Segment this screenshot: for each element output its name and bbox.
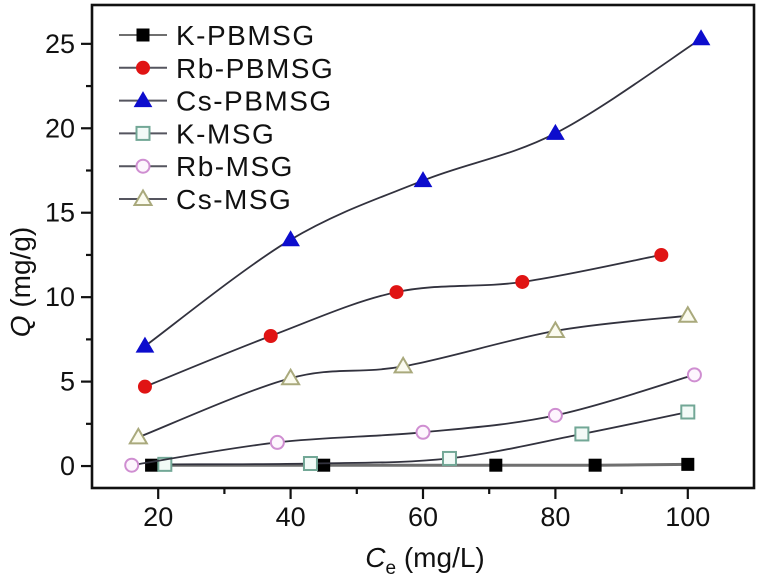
square-marker — [317, 458, 331, 472]
circle-marker — [686, 367, 702, 383]
legend-item-k-msg: K-MSG — [119, 118, 275, 149]
series-k-msg — [157, 404, 696, 472]
square-marker — [489, 458, 503, 472]
y-axis-title: Q (mg/g) — [5, 227, 36, 337]
series-line — [151, 462, 688, 467]
x-tick-label: 80 — [540, 502, 570, 532]
axis-ticks — [81, 42, 689, 499]
y-tick-label: 15 — [45, 198, 75, 228]
y-tick-label: 5 — [60, 367, 75, 397]
legend-label: K-MSG — [176, 118, 275, 149]
legend-item-cs-msg: Cs-MSG — [119, 184, 292, 215]
legend-label: Rb-PBMSG — [176, 53, 334, 84]
square-marker — [588, 458, 602, 472]
triangle-marker — [546, 123, 565, 140]
legend-label: Cs-MSG — [176, 184, 292, 215]
circle-marker — [124, 457, 140, 473]
legend-item-cs-pbmsg: Cs-PBMSG — [119, 86, 333, 117]
triangle-marker — [280, 367, 301, 386]
triangle-marker — [677, 305, 699, 323]
square-marker-legend — [136, 28, 150, 42]
square-marker — [157, 456, 173, 472]
x-tick-label: 20 — [143, 502, 173, 532]
x-tick-label: 40 — [276, 502, 306, 532]
series-line — [131, 373, 695, 467]
triangle-marker — [128, 426, 149, 445]
x-tick-label: 60 — [408, 502, 438, 532]
square-marker — [681, 457, 695, 471]
legend-label: Rb-MSG — [176, 151, 294, 182]
triangle-marker — [545, 320, 566, 338]
circle-marker — [137, 379, 152, 394]
square-marker — [574, 426, 590, 442]
circle-marker-legend — [135, 158, 151, 174]
y-tick-label: 20 — [45, 113, 75, 143]
square-marker — [680, 404, 696, 420]
legend-item-rb-pbmsg: Rb-PBMSG — [119, 53, 334, 84]
legend-label: Cs-PBMSG — [176, 86, 333, 117]
square-marker — [441, 450, 457, 466]
circle-marker — [389, 285, 404, 300]
series-cs-pbmsg — [135, 29, 711, 353]
legend-label: K-PBMSG — [176, 20, 316, 51]
triangle-marker-legend — [133, 91, 153, 108]
series-cs-msg — [128, 305, 699, 445]
circle-marker — [263, 329, 278, 344]
series-rb-msg — [124, 367, 702, 473]
series-rb-pbmsg — [137, 247, 669, 394]
y-tick-label: 10 — [45, 282, 75, 312]
series-line — [137, 314, 688, 439]
circle-marker — [415, 424, 431, 440]
triangle-marker — [135, 336, 155, 353]
plot-series — [124, 29, 711, 473]
triangle-marker-legend — [132, 188, 154, 206]
square-marker-legend — [135, 125, 151, 141]
circle-marker — [515, 274, 530, 289]
square-marker — [302, 456, 318, 472]
legend-item-k-pbmsg: K-PBMSG — [119, 20, 316, 51]
y-tick-label: 25 — [45, 29, 75, 59]
y-tick-label: 0 — [60, 451, 75, 481]
x-tick-label: 100 — [665, 502, 710, 532]
x-axis-title: Ce (mg/L) — [365, 542, 485, 579]
series-k-pbmsg — [145, 457, 695, 472]
circle-marker-legend — [136, 60, 150, 75]
triangle-marker — [281, 230, 300, 247]
circle-marker — [654, 247, 669, 262]
circle-marker — [269, 434, 285, 450]
triangle-marker — [413, 171, 433, 188]
triangle-marker — [392, 355, 414, 374]
circle-marker — [547, 407, 563, 423]
triangle-marker — [691, 29, 711, 46]
tick-labels: 20 40 60 80 100 0 5 10 15 20 25 — [45, 29, 710, 532]
legend-item-rb-msg: Rb-MSG — [119, 151, 294, 182]
